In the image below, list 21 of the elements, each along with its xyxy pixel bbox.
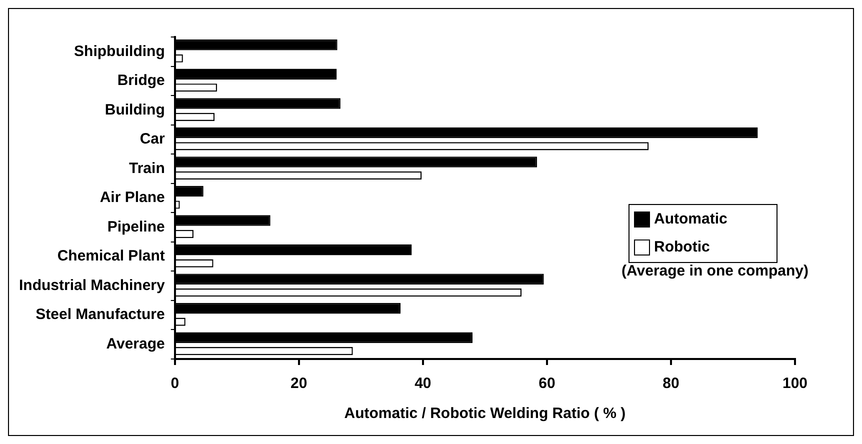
y-tick-label: Industrial Machinery (18, 276, 166, 294)
y-tick-label: Pipeline (107, 218, 165, 236)
y-tick-label: Steel Manufacture (36, 306, 165, 324)
y-tick-label: Car (140, 130, 166, 148)
legend-label: Robotic (654, 238, 710, 256)
x-tick-label: 40 (414, 375, 432, 392)
legend-label: Automatic (654, 210, 728, 228)
y-tick-label: Building (104, 101, 165, 118)
x-tick-label: 20 (290, 375, 308, 392)
x-tick-label: 60 (538, 375, 556, 392)
y-tick-label: Chemical Plant (57, 248, 165, 265)
y-tick-label: Train (129, 160, 165, 177)
x-tick-label: 100 (782, 375, 808, 392)
y-tick-label: Air Plane (100, 189, 165, 206)
y-tick-label: Average (106, 336, 165, 353)
annotation: (Average in one company) (622, 262, 808, 280)
y-tick-label: Shipbuilding (74, 42, 165, 60)
x-axis-title: Automatic / Robotic Welding Ratio ( % ) (344, 405, 626, 422)
x-tick-label: 0 (170, 375, 180, 392)
y-tick-label: Bridge (117, 72, 165, 90)
x-tick-label: 80 (662, 375, 680, 392)
